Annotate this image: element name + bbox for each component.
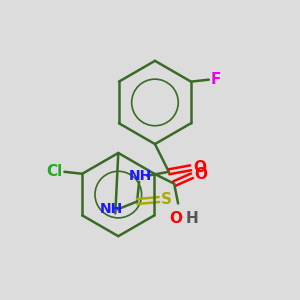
Text: O: O [194, 160, 207, 175]
Text: S: S [161, 192, 172, 207]
Text: NH: NH [129, 169, 152, 183]
Text: O: O [194, 167, 207, 182]
Text: O: O [169, 212, 183, 226]
Text: NH: NH [100, 202, 123, 216]
Text: Cl: Cl [46, 164, 62, 179]
Text: F: F [211, 72, 221, 87]
Text: H: H [186, 212, 199, 226]
